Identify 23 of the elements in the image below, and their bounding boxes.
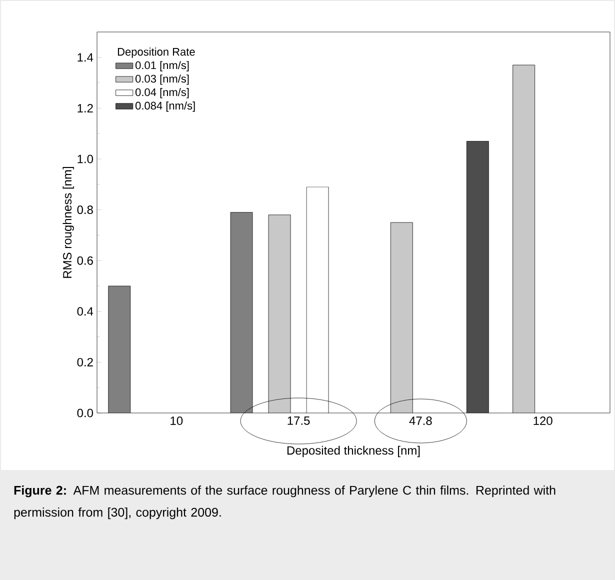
- y-tick-label: 1.0: [78, 154, 94, 164]
- bar: [390, 222, 413, 413]
- legend-title: Deposition Rate: [118, 48, 195, 58]
- legend-label: 0.01 [nm/s]: [135, 61, 189, 72]
- y-tick-label: 0.8: [77, 206, 93, 214]
- x-tick-label: 120: [534, 416, 552, 426]
- y-tick-label: 0.6: [77, 256, 93, 265]
- legend-label: 0.03 [nm/s]: [135, 74, 189, 85]
- bar: [512, 64, 536, 413]
- y-axis-title: RMS roughness [nm]: [62, 167, 74, 278]
- legend-label: 0.04 [nm/s]: [135, 88, 189, 98]
- x-tick-label: 17.5: [288, 416, 310, 425]
- y-tick-label: 0.2: [77, 358, 93, 366]
- text: Figure 2: AFM measurements of the surface roughness of Parylene C thin films. Reprinted with permission from [30], copyright 2009.: [14, 486, 556, 520]
- y-tick-label: 1.2: [78, 104, 93, 112]
- y-tick-label: 1.4: [78, 53, 94, 62]
- x-axis-title: Deposited thickness [nm]: [287, 446, 420, 458]
- legend-label: 0.084 [nm/s]: [135, 102, 195, 112]
- y-tick-label: 0.4: [77, 307, 94, 316]
- x-tick-label: 47.8: [409, 416, 432, 426]
- x-tick-label: 10: [170, 416, 183, 426]
- y-tick-label: 0.0: [77, 408, 94, 418]
- bar: [268, 214, 291, 413]
